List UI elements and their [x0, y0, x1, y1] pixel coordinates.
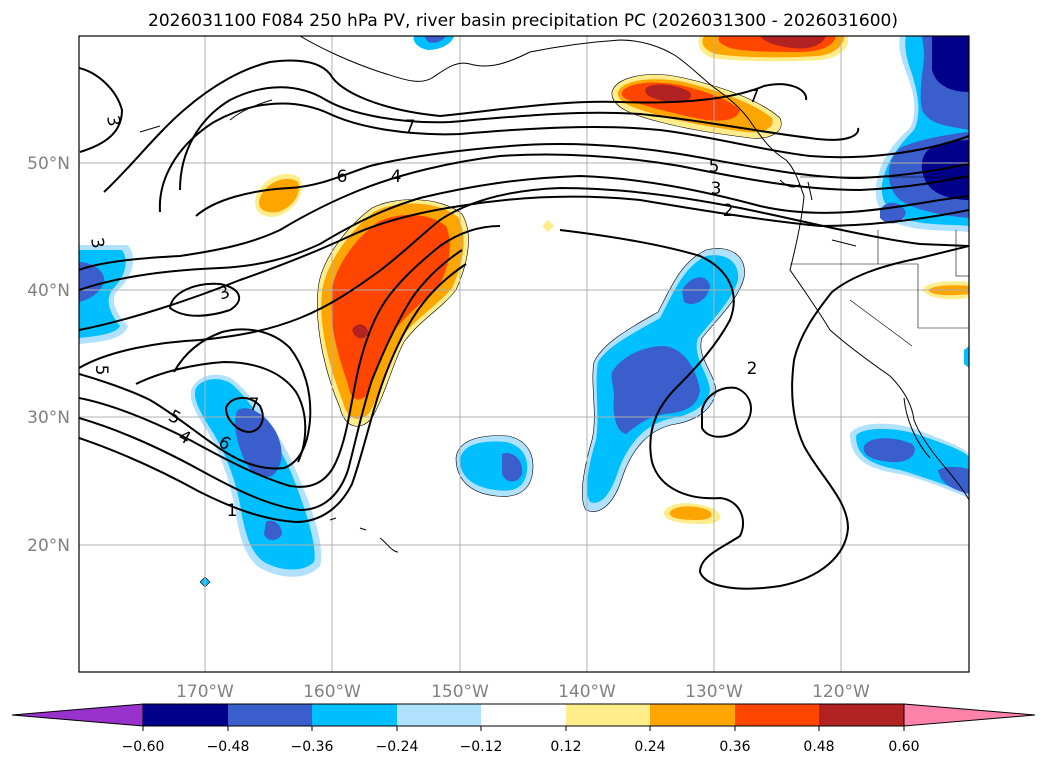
- colorbar-tick-label: 0.48: [803, 739, 834, 755]
- colorbar-tick-label: −0.12: [460, 739, 503, 755]
- colorbar-tick-label: 0.12: [550, 739, 581, 755]
- colorbar-tick-label: −0.24: [376, 739, 419, 755]
- lon-label: 160°W: [303, 682, 361, 702]
- colorbar-tick-label: 0.24: [634, 739, 665, 755]
- colorbar-tick-label: 0.60: [888, 739, 919, 755]
- colorbar-segment: [819, 704, 904, 726]
- colorbar-extend-high: [903, 703, 1036, 727]
- contour-label: 5: [91, 365, 111, 376]
- contour-label: 5: [709, 157, 720, 177]
- contour-label: 7: [405, 117, 416, 137]
- lat-label: 30°N: [27, 408, 70, 428]
- colorbar-segment: [143, 704, 228, 726]
- figure-title: 2026031100 F084 250 hPa PV, river basin …: [148, 11, 898, 31]
- colorbar: −0.60 −0.48 −0.36 −0.24 −0.12 0.12 0.24 …: [11, 703, 1036, 755]
- contour-label: 2: [723, 201, 734, 221]
- colorbar-tick-label: −0.36: [291, 739, 334, 755]
- lon-label: 150°W: [431, 682, 489, 702]
- colorbar-segment: [735, 704, 819, 726]
- longitude-labels: 170°W 160°W 150°W 140°W 130°W 120°W: [176, 682, 870, 702]
- colorbar-extend-low: [11, 703, 144, 727]
- contour-label: 3: [711, 179, 722, 199]
- gridlines: [79, 36, 969, 672]
- colorbar-segment: [312, 704, 397, 726]
- lat-label: 40°N: [27, 281, 70, 301]
- contour-label: 3: [86, 236, 108, 250]
- contour-label: 2: [747, 359, 758, 379]
- colorbar-segment: [650, 704, 735, 726]
- colorbar-segment: [566, 704, 650, 726]
- lat-label: 20°N: [27, 536, 70, 556]
- lat-label: 50°N: [27, 154, 70, 174]
- contour-label: 6: [337, 167, 348, 187]
- precip-outlines: [317, 74, 782, 512]
- colorbar-tick-label: −0.60: [122, 739, 165, 755]
- contour-label: 4: [391, 167, 402, 187]
- coastlines: [139, 36, 969, 553]
- map-frame: [78, 35, 970, 673]
- contour-label: 7: [749, 87, 760, 107]
- colorbar-tick-label: 0.36: [719, 739, 750, 755]
- contour-label: 3: [102, 114, 124, 128]
- colorbar-segment: [228, 704, 312, 726]
- map-area: [79, 36, 969, 672]
- latitude-labels: 50°N 40°N 30°N 20°N: [27, 154, 70, 556]
- contour-label: 1: [227, 501, 238, 521]
- lon-label: 140°W: [558, 682, 616, 702]
- colorbar-segment: [397, 704, 481, 726]
- colorbar-tick-label: −0.48: [207, 739, 250, 755]
- contour-label: 7: [249, 395, 260, 415]
- lon-label: 120°W: [812, 682, 870, 702]
- colorbar-segment: [481, 704, 566, 726]
- pv-contours: [79, 59, 969, 590]
- lon-label: 170°W: [176, 682, 234, 702]
- lon-label: 130°W: [685, 682, 743, 702]
